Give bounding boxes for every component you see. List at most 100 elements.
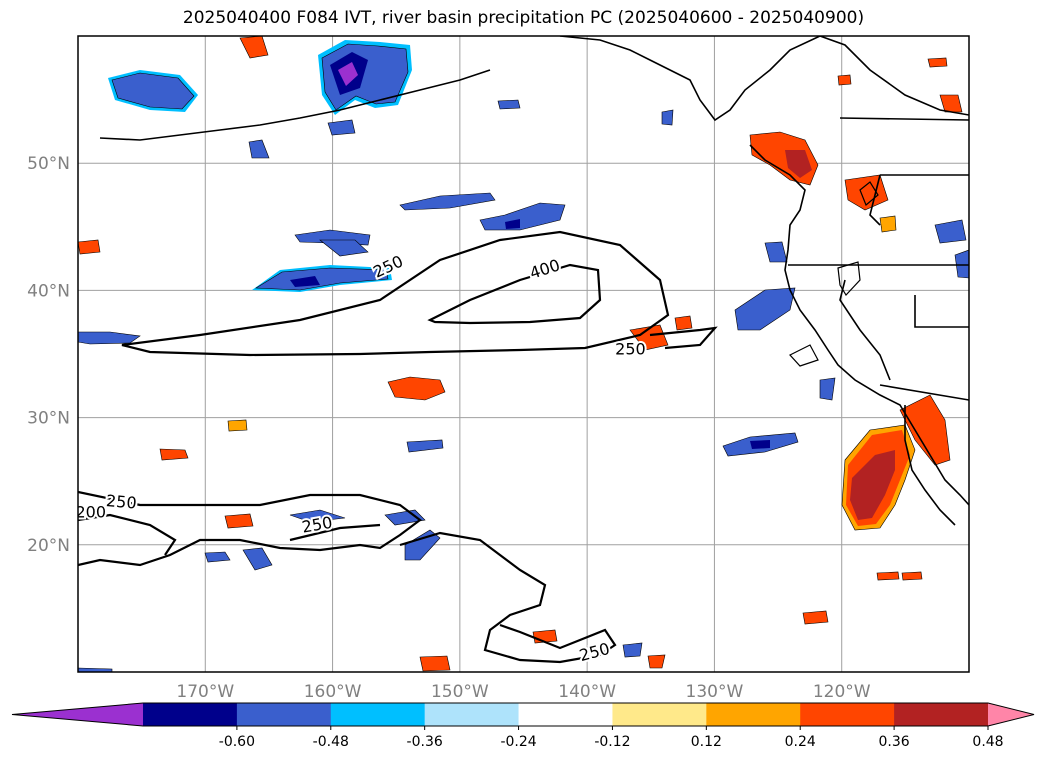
- colorbar-tick-label: -0.60: [219, 734, 255, 750]
- ivt-contour-250: [78, 490, 422, 567]
- precip-negative-patch: [204, 551, 231, 563]
- precip-negative-patch: [497, 99, 521, 110]
- precip-positive-patch: [879, 215, 897, 233]
- coastlines: [99, 36, 969, 526]
- colorbar-segment: [424, 703, 520, 726]
- precip-positive-patch: [785, 150, 812, 178]
- colorbar-segment: [518, 703, 613, 726]
- precip-positive-patch: [159, 448, 189, 461]
- precip-negative-patch: [764, 241, 788, 263]
- ivt-contour-250: [121, 230, 670, 357]
- colorbar-extend-max: [988, 703, 1034, 726]
- precip-positive-patch: [224, 513, 254, 529]
- latitude-tick-label: 40°N: [27, 281, 70, 301]
- colorbar-tick-label: -0.36: [407, 734, 443, 750]
- longitude-tick-label: 160°W: [304, 682, 362, 702]
- colorbar-tick-label: -0.48: [313, 734, 349, 750]
- ivt-contour-250: [289, 523, 381, 542]
- precip-negative-patch: [289, 509, 346, 523]
- ivt-contour-250: [399, 531, 617, 664]
- precip-negative-patch: [404, 529, 441, 561]
- ivt-contour-label: 250: [105, 491, 137, 513]
- ivt-contour-label: 250: [300, 513, 333, 537]
- latitude-tick-label: 20°N: [27, 536, 70, 556]
- colorbar-tick-label: 0.12: [691, 734, 722, 750]
- precip-negative-patch: [242, 547, 273, 571]
- precip-negative-patch: [255, 267, 389, 291]
- precip-positive-patch: [850, 450, 895, 520]
- precip-negative-patch: [934, 219, 967, 244]
- colorbar-outline: [11, 702, 1035, 727]
- ivt-contours: [78, 230, 718, 664]
- precip-positive-patch: [901, 571, 923, 581]
- precip-negative-patch: [78, 331, 141, 345]
- colorbar-tick-label: -0.24: [500, 734, 536, 750]
- precip-positive-patch: [239, 36, 269, 59]
- precip-positive-patch: [876, 571, 900, 581]
- colorbar-segment: [143, 703, 238, 726]
- islands: [789, 181, 879, 367]
- longitude-tick-label: 120°W: [813, 682, 871, 702]
- precip-positive-patch: [939, 94, 963, 113]
- precip-positive-patch: [927, 57, 948, 68]
- precip-negative-patch: [290, 276, 320, 287]
- precip-positive-patch: [227, 419, 248, 432]
- precip-positive-patch: [387, 376, 446, 401]
- longitude-tick-label: 170°W: [176, 682, 234, 702]
- colorbar-tick-label: 0.24: [785, 734, 816, 750]
- ivt-contour-label: 400: [527, 255, 562, 283]
- precip-positive-patch: [802, 610, 829, 625]
- precip-negative-patch: [248, 139, 270, 159]
- precip-negative-patch: [819, 377, 836, 401]
- latitude-tick-label: 50°N: [27, 154, 70, 174]
- precip-positive-patch: [837, 74, 852, 86]
- longitude-tick-label: 150°W: [431, 682, 489, 702]
- ivt-contour-250: [649, 326, 718, 350]
- ivt-contour-400: [427, 263, 602, 325]
- colorbar-segment: [236, 703, 332, 726]
- precip-negative-patch: [661, 109, 674, 126]
- longitude-labels: 170°W 160°W 150°W 140°W 130°W 120°W: [176, 682, 870, 702]
- precip-positive-patch: [674, 315, 693, 331]
- latitude-labels: 20°N 30°N 40°N 50°N: [27, 154, 70, 556]
- ivt-contour-label: 250: [577, 639, 611, 665]
- precip-positive-patch: [647, 654, 666, 669]
- precip-negative-patch: [622, 642, 643, 658]
- precip-positive-patch: [899, 394, 951, 466]
- precip-negative-patch: [319, 239, 369, 257]
- longitude-tick-label: 140°W: [558, 682, 616, 702]
- precip-negative-patch: [734, 287, 796, 331]
- precip-negative-patch: [479, 202, 566, 231]
- latitude-tick-label: 30°N: [27, 409, 70, 429]
- colorbar-extend-min: [12, 703, 143, 726]
- colorbar-segment: [330, 703, 426, 726]
- colorbar-tick-label: 0.48: [972, 734, 1003, 750]
- precip-negative-patch: [384, 509, 426, 526]
- ivt-contour-label: 250: [615, 340, 646, 359]
- precip-negative-patch: [111, 72, 195, 110]
- longitude-tick-label: 130°W: [686, 682, 744, 702]
- colorbar-segment: [800, 703, 895, 726]
- colorbar-tick-label: -0.12: [594, 734, 630, 750]
- colorbar-tick-label: 0.36: [879, 734, 910, 750]
- colorbar-segment: [612, 703, 707, 726]
- precip-negative-patch: [750, 440, 770, 449]
- map-frame: [77, 35, 970, 673]
- precip-positive-patch: [78, 239, 101, 255]
- precip-negative-patch: [399, 192, 496, 211]
- colorbar-segment: [706, 703, 801, 726]
- ivt-contour-200: [78, 513, 177, 556]
- precip-negative-patch: [954, 249, 969, 279]
- ivt-contour-label: 200: [75, 503, 106, 522]
- precip-negative-patch: [327, 119, 356, 136]
- precip-negative-patch: [78, 667, 113, 672]
- colorbar-segment: [894, 703, 989, 726]
- precip-negative-patch: [338, 62, 358, 86]
- colorbar: -0.60 -0.48 -0.36 -0.24 -0.12 0.12 0.24 0.36 0.4…: [11, 702, 1035, 750]
- precip-negative-patch: [406, 439, 444, 453]
- precip-positive-patch: [419, 655, 451, 672]
- figure-title: 2025040400 F084 IVT, river basin precipi…: [182, 8, 865, 28]
- precip-negative-patch: [505, 219, 520, 229]
